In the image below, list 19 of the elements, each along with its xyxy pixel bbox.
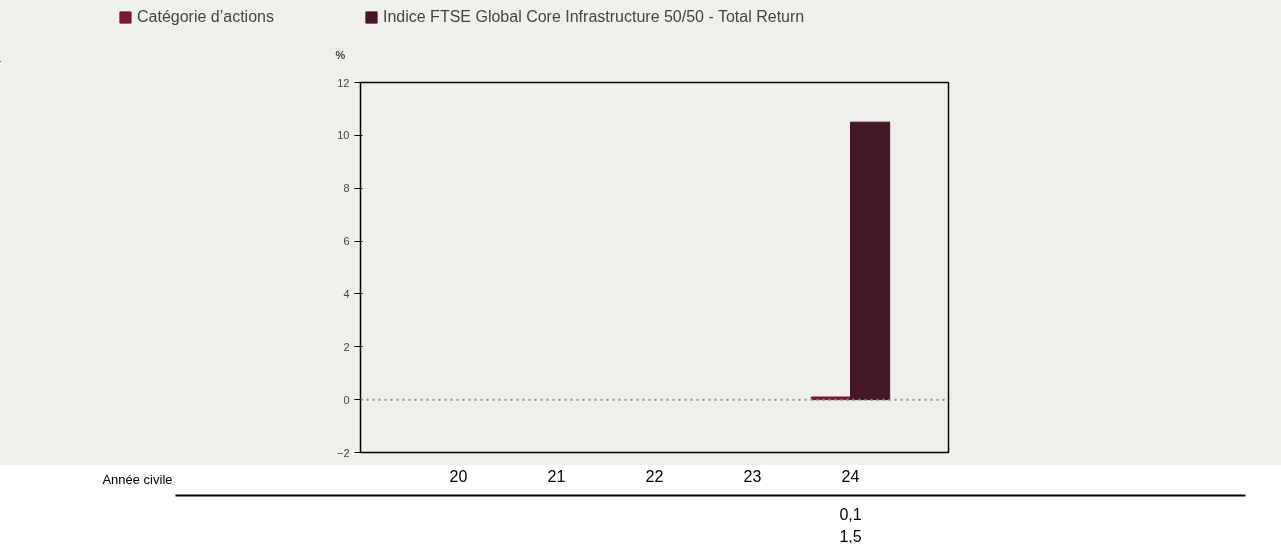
text: 0,1: [839, 505, 862, 523]
y-tick-label: 10: [337, 129, 350, 142]
y-tick-label: 4: [343, 287, 350, 300]
x-tick-label: 24: [841, 467, 860, 485]
text: Année civile: [102, 472, 173, 487]
legend-label: Catégorie d’actions: [137, 8, 274, 26]
x-tick-label: 21: [547, 467, 566, 485]
text: 1,5: [839, 527, 862, 545]
y-tick-label: 8: [343, 182, 350, 195]
y-axis-title: %: [335, 48, 346, 61]
x-tick-label: 22: [645, 467, 664, 485]
y-tick-label: 2: [343, 340, 350, 353]
y-tick-label: 12: [337, 76, 350, 89]
y-tick-label: −2: [336, 446, 350, 459]
legend-label: Indice FTSE Global Core Infrastructure 50/50 - Total Return: [382, 8, 805, 26]
y-tick-label: 6: [343, 235, 350, 248]
x-tick-label: 23: [743, 467, 762, 485]
y-tick-label: 0: [343, 393, 350, 406]
x-tick-label: 20: [449, 467, 468, 485]
